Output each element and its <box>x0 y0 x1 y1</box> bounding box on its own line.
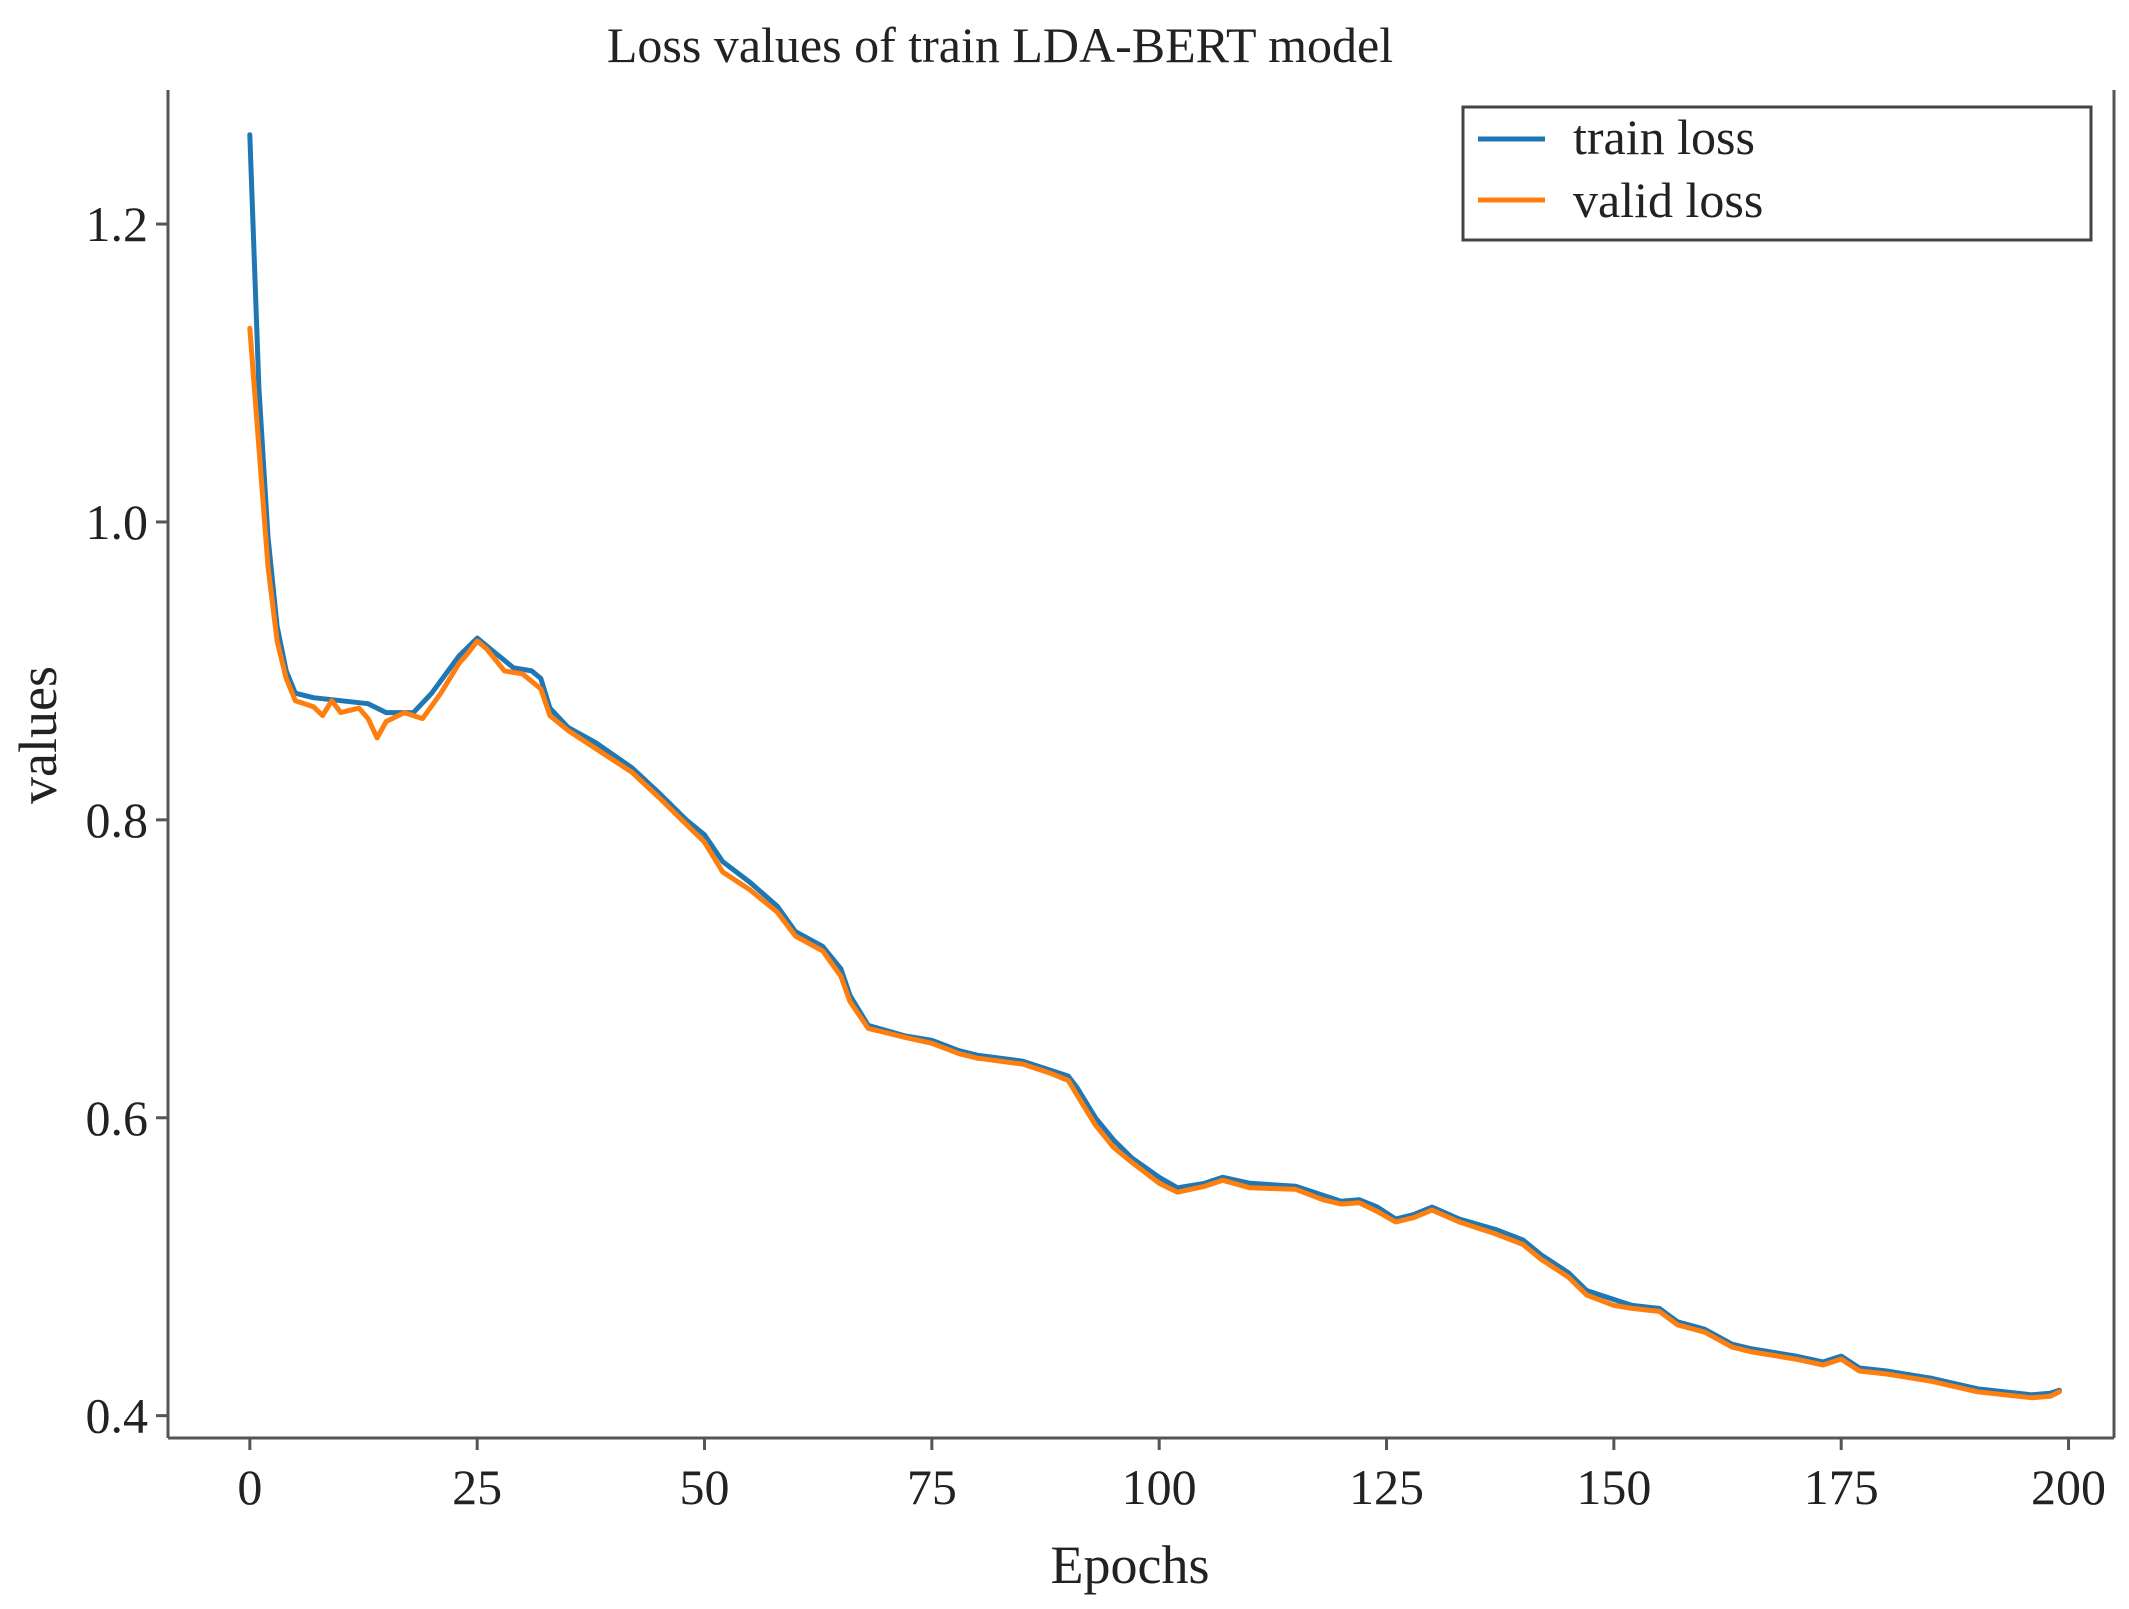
y-axis-label: values <box>8 666 68 804</box>
x-tick-label: 75 <box>907 1459 957 1515</box>
legend-box <box>1461 105 2093 242</box>
x-axis-label: Epochs <box>1051 1535 1210 1595</box>
legend: train loss valid loss <box>1461 105 2093 242</box>
x-tick-label: 200 <box>2031 1459 2106 1515</box>
series-line-train-loss <box>247 132 2062 1398</box>
x-ticks: 0 25 50 75 100 125 150 175 200 <box>237 1438 2106 1515</box>
y-tick-label: 0.8 <box>86 792 149 848</box>
x-tick-label: 50 <box>680 1459 730 1515</box>
x-tick-label: 25 <box>452 1459 502 1515</box>
legend-label-valid-loss: valid loss <box>1573 172 1763 228</box>
y-ticks: 0.4 0.6 0.8 1.0 1.2 <box>86 196 168 1444</box>
x-tick-label: 150 <box>1576 1459 1651 1515</box>
chart-title: Loss values of train LDA-BERT model <box>607 17 1393 73</box>
x-tick-label: 125 <box>1349 1459 1424 1515</box>
series-layer <box>247 132 2062 1401</box>
series-line-valid-loss <box>247 325 2062 1401</box>
legend-label-train-loss: train loss <box>1573 109 1755 165</box>
y-tick-label: 0.6 <box>86 1090 149 1146</box>
y-tick-label: 0.4 <box>86 1388 149 1444</box>
x-tick-label: 0 <box>237 1459 262 1515</box>
x-tick-label: 175 <box>1804 1459 1879 1515</box>
y-tick-label: 1.0 <box>86 494 149 550</box>
x-tick-label: 100 <box>1122 1459 1197 1515</box>
y-tick-label: 1.2 <box>86 196 149 252</box>
